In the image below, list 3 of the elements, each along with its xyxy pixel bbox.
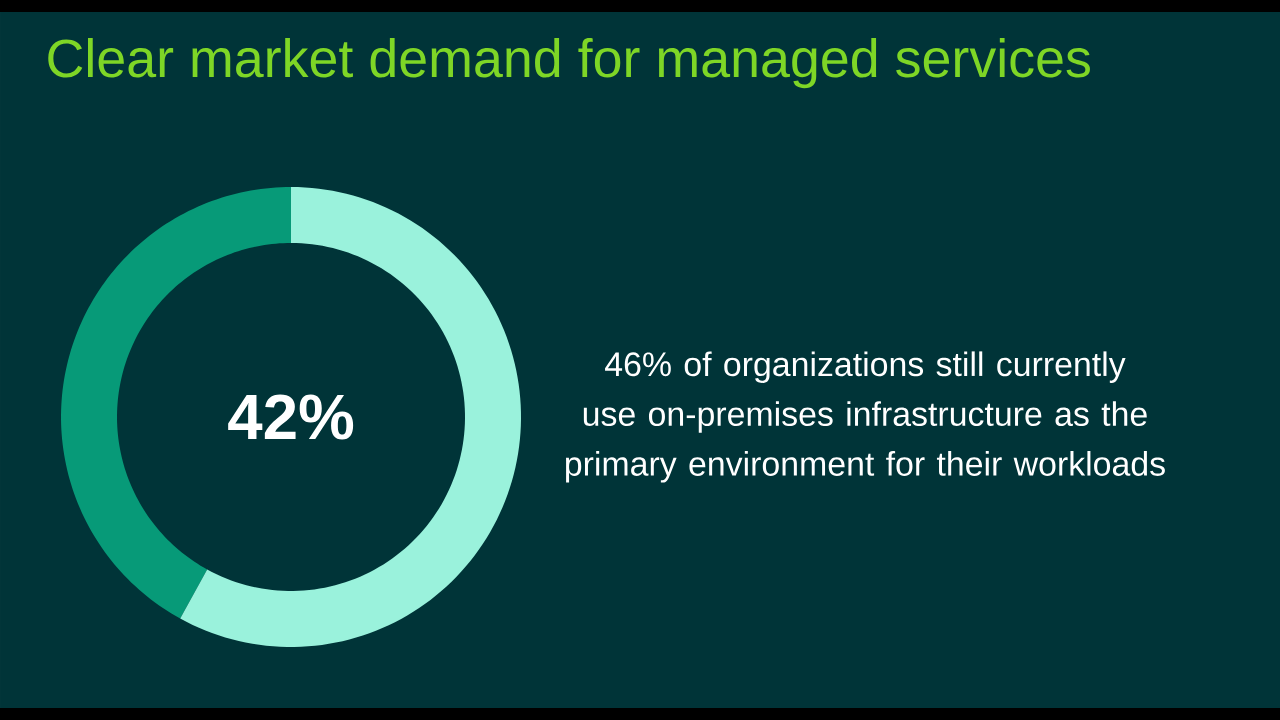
chart-title: Clear market demand for managed services xyxy=(48,38,1090,89)
text: 46% of organizations still currently use on-premises infrastructure as the primary environment for their workloads xyxy=(566,351,1165,483)
data-label: 42% xyxy=(228,394,354,440)
